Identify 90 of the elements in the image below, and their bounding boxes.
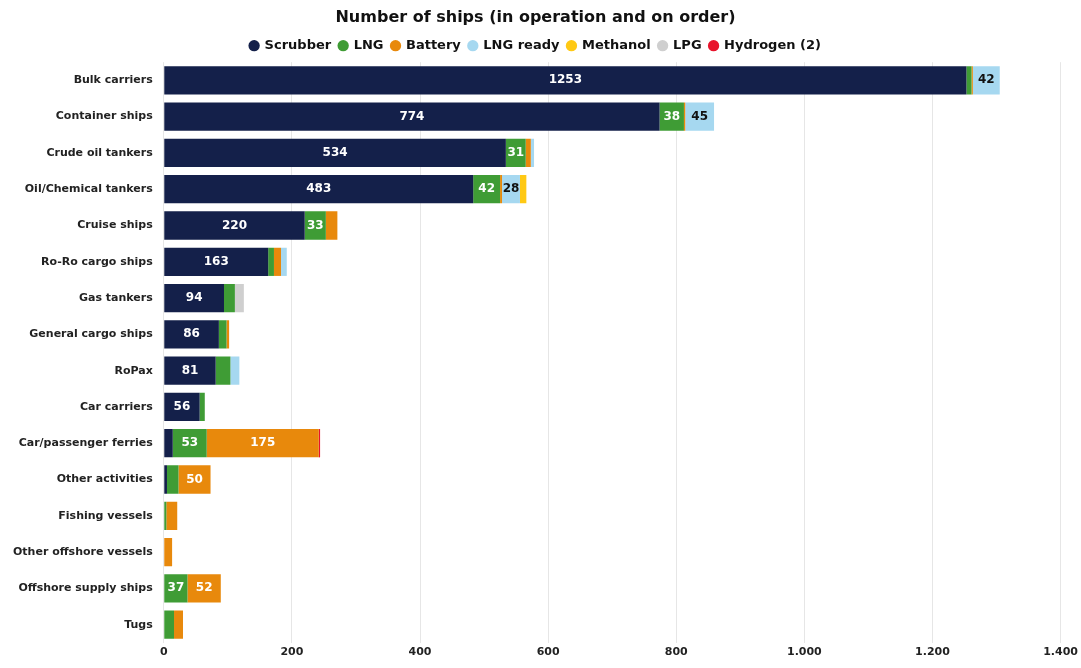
x-tick-label: 800 bbox=[664, 645, 689, 659]
bar bbox=[273, 247, 282, 276]
bar bbox=[164, 392, 200, 422]
y-tick-label: RoPax bbox=[114, 363, 153, 377]
y-tick-label: Gas tankers bbox=[78, 290, 154, 304]
y-tick-label: Bulk carriers bbox=[73, 73, 154, 87]
bar bbox=[230, 356, 240, 385]
data-label: 483 bbox=[306, 181, 332, 196]
data-label: 28 bbox=[502, 181, 520, 196]
bar bbox=[178, 465, 211, 494]
data-label: 33 bbox=[306, 217, 324, 232]
bar bbox=[164, 66, 967, 95]
data-label: 50 bbox=[186, 471, 203, 486]
data-label: 175 bbox=[250, 435, 276, 450]
bar bbox=[530, 138, 535, 168]
x-tick-label: 0 bbox=[159, 645, 168, 659]
x-tick-label: 200 bbox=[280, 645, 304, 659]
bar bbox=[166, 465, 179, 494]
data-label: 163 bbox=[203, 253, 229, 268]
bar bbox=[164, 247, 269, 276]
data-label: 42 bbox=[478, 181, 495, 196]
data-label: 1253 bbox=[548, 72, 583, 87]
bar bbox=[187, 574, 221, 603]
data-label: 220 bbox=[221, 217, 248, 232]
bar bbox=[164, 211, 305, 240]
bar bbox=[164, 465, 167, 494]
x-tick-label: 400 bbox=[408, 645, 432, 659]
legend-label: LNG ready bbox=[483, 37, 560, 53]
bar bbox=[164, 429, 173, 458]
y-tick-label: Ro-Ro cargo ships bbox=[41, 254, 154, 268]
bar bbox=[519, 175, 527, 204]
chart-title: Number of ships (in operation and on order) bbox=[335, 6, 736, 26]
data-label: 774 bbox=[399, 108, 425, 123]
data-label: 42 bbox=[977, 72, 995, 87]
data-label: 37 bbox=[167, 580, 185, 595]
bar bbox=[215, 356, 231, 385]
bar bbox=[164, 501, 167, 530]
bar bbox=[164, 138, 506, 168]
data-label: 86 bbox=[183, 326, 200, 341]
x-tick-label: 1.000 bbox=[786, 645, 823, 659]
data-label: 56 bbox=[173, 399, 191, 414]
y-tick-label: Crude oil tankers bbox=[46, 145, 154, 159]
bar bbox=[164, 610, 175, 639]
bar bbox=[199, 392, 205, 422]
bar bbox=[234, 283, 244, 313]
legend-label: Methanol bbox=[581, 37, 651, 53]
data-label: 534 bbox=[322, 145, 348, 160]
legend-label: Battery bbox=[406, 37, 462, 53]
x-tick-label: 1.400 bbox=[1043, 645, 1079, 659]
bar bbox=[268, 247, 274, 276]
y-tick-label: Cruise ships bbox=[77, 218, 154, 232]
y-tick-label: Car carriers bbox=[80, 399, 154, 413]
bar bbox=[164, 283, 224, 313]
bar bbox=[966, 66, 972, 95]
bar bbox=[164, 320, 219, 349]
data-label: 38 bbox=[663, 108, 681, 123]
bar bbox=[164, 175, 474, 204]
bar bbox=[174, 610, 183, 639]
data-label: 52 bbox=[195, 580, 213, 595]
y-tick-label: General cargo ships bbox=[29, 327, 154, 341]
bar bbox=[166, 501, 178, 530]
data-label: 94 bbox=[185, 290, 203, 305]
y-tick-label: Other offshore vessels bbox=[13, 544, 154, 558]
y-tick-label: Car/passenger ferries bbox=[18, 436, 154, 450]
bar bbox=[164, 356, 216, 385]
bar bbox=[223, 283, 235, 313]
bar bbox=[525, 138, 531, 168]
bar bbox=[281, 247, 287, 276]
bar bbox=[218, 320, 227, 349]
legend-label: LNG bbox=[353, 37, 384, 53]
y-tick-label: Container ships bbox=[55, 109, 154, 123]
y-tick-label: Other activities bbox=[56, 472, 154, 486]
data-label: 53 bbox=[181, 435, 199, 450]
legend-label: Scrubber bbox=[264, 37, 332, 53]
data-label: 31 bbox=[507, 145, 525, 160]
bar bbox=[325, 211, 338, 240]
x-tick-label: 600 bbox=[536, 645, 560, 659]
x-tick-label: 1.200 bbox=[915, 645, 951, 659]
legend-label: Hydrogen (2) bbox=[724, 37, 821, 53]
bar bbox=[206, 429, 319, 458]
data-label: 81 bbox=[181, 362, 199, 377]
bar bbox=[685, 102, 715, 131]
y-tick-label: Fishing vessels bbox=[58, 508, 154, 522]
bar bbox=[164, 102, 660, 131]
y-tick-label: Offshore supply ships bbox=[18, 581, 154, 595]
data-label: 45 bbox=[691, 108, 708, 123]
legend-label: LPG bbox=[673, 37, 702, 53]
bar bbox=[164, 537, 173, 567]
y-tick-label: Oil/Chemical tankers bbox=[24, 182, 154, 196]
y-tick-label: Tugs bbox=[124, 617, 154, 631]
